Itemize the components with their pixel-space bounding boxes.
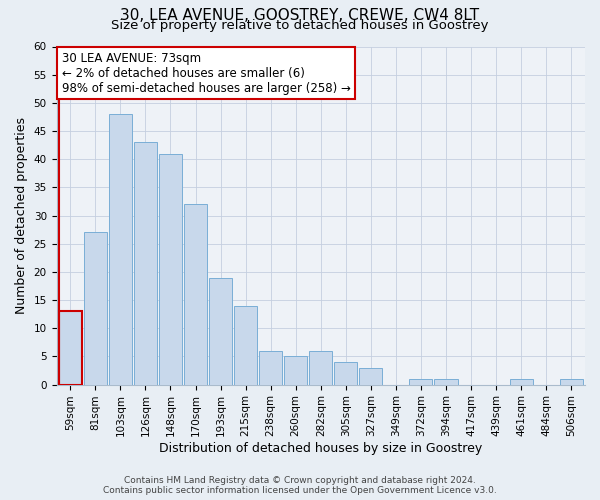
Bar	[334, 362, 358, 384]
Bar	[159, 154, 182, 384]
Bar	[284, 356, 307, 384]
Text: 30 LEA AVENUE: 73sqm
← 2% of detached houses are smaller (6)
98% of semi-detache: 30 LEA AVENUE: 73sqm ← 2% of detached ho…	[62, 52, 350, 94]
Bar	[209, 278, 232, 384]
Bar	[509, 379, 533, 384]
Text: Contains HM Land Registry data © Crown copyright and database right 2024.
Contai: Contains HM Land Registry data © Crown c…	[103, 476, 497, 495]
Bar	[259, 351, 282, 384]
Bar	[184, 204, 207, 384]
Bar	[234, 306, 257, 384]
Bar	[59, 312, 82, 384]
Text: 30, LEA AVENUE, GOOSTREY, CREWE, CW4 8LT: 30, LEA AVENUE, GOOSTREY, CREWE, CW4 8LT	[121, 8, 479, 22]
Bar	[309, 351, 332, 384]
Bar	[134, 142, 157, 384]
Y-axis label: Number of detached properties: Number of detached properties	[15, 117, 28, 314]
Text: Size of property relative to detached houses in Goostrey: Size of property relative to detached ho…	[111, 18, 489, 32]
X-axis label: Distribution of detached houses by size in Goostrey: Distribution of detached houses by size …	[159, 442, 482, 455]
Bar	[109, 114, 132, 384]
Bar	[560, 379, 583, 384]
Bar	[84, 232, 107, 384]
Bar	[359, 368, 382, 384]
Bar	[409, 379, 433, 384]
Bar	[434, 379, 458, 384]
